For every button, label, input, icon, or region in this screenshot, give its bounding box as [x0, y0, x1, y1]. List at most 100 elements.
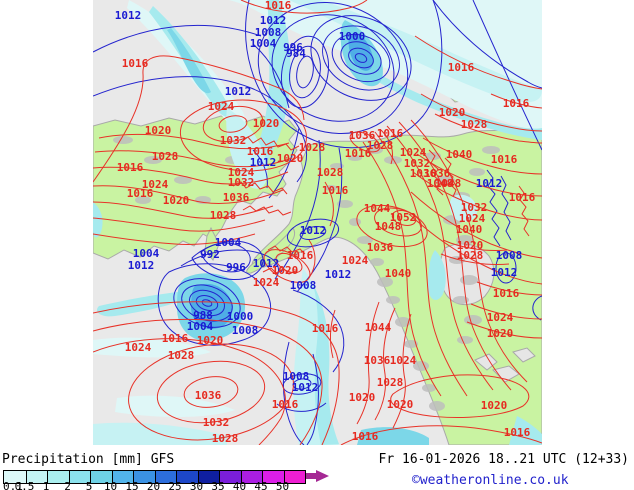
- isobar-label: 1032: [203, 416, 230, 429]
- isobar-label: 1012: [253, 257, 280, 270]
- isobar-label: 1024: [487, 311, 514, 324]
- isobar-label: 1028: [168, 349, 195, 362]
- scale-tick-labels: 0.1 0.5 1 2 5 10 15 20 25 30 35 40 45 50: [3, 480, 333, 490]
- isobar-label: 996: [283, 41, 303, 54]
- isobar-label: 1024: [390, 354, 417, 367]
- scale-tick-label: 10: [103, 480, 118, 490]
- isobar-label: 1032: [228, 176, 255, 189]
- isobar-label: 984: [286, 47, 306, 60]
- isobar-label: 1012: [300, 224, 327, 237]
- scale-tick-label: 0.1: [3, 480, 23, 490]
- isobar-label: 1024: [400, 146, 427, 159]
- scale-cell: [111, 471, 133, 483]
- isobar-label: 1020: [387, 398, 414, 411]
- scale-cell: [240, 471, 262, 483]
- precipitation-scale: [3, 470, 306, 484]
- isobar-label: 1008: [496, 249, 523, 262]
- scale-tick-label: 25: [168, 480, 182, 490]
- isobar-label: 1012: [325, 268, 352, 281]
- isobar-label: 1016: [509, 191, 536, 204]
- isobar-label: 1028: [461, 118, 488, 131]
- isobar-label: 1004: [133, 247, 160, 260]
- isobar-label: 1028: [212, 432, 239, 445]
- isobar-label: 1016: [493, 287, 520, 300]
- isobar-label: 1032: [404, 157, 431, 170]
- isobar-label: 1000: [339, 30, 366, 43]
- isobar-label: 1020: [253, 117, 280, 130]
- isobar-label: 992: [200, 248, 220, 261]
- isobar-label: 1028: [457, 249, 484, 262]
- isobar-label: 1036: [367, 241, 394, 254]
- scale-cell: [25, 471, 47, 483]
- scale-tick-label: 30: [189, 480, 204, 490]
- isobar-label: 1012: [491, 266, 518, 279]
- isobar-label: 1052: [390, 211, 417, 224]
- isobar-label: 1016: [272, 398, 299, 411]
- scale-cell: [197, 471, 219, 483]
- isobar-label: 1036: [349, 129, 376, 142]
- isobar-label: 996: [226, 261, 246, 274]
- isobar-label: 1028: [299, 141, 326, 154]
- isobar-label: 1048: [375, 220, 402, 233]
- scale-tick-label: 1: [42, 480, 50, 490]
- isobar-label: 1004: [250, 37, 277, 50]
- isobar-label: 1020: [163, 194, 190, 207]
- isobar-label: 1016: [491, 153, 518, 166]
- isobar-label: 1016: [247, 145, 274, 158]
- scale-cell: [219, 471, 241, 483]
- scale-tick-label: 50: [275, 480, 290, 490]
- scale-cell: [176, 471, 198, 483]
- scale-cell: [68, 471, 90, 483]
- isobar-label: 1024: [342, 254, 369, 267]
- great-lake: [512, 347, 536, 363]
- isobar-label: 1016: [127, 187, 154, 200]
- scale-tick-label: 35: [211, 480, 225, 490]
- isobar-label: 1012: [292, 381, 319, 394]
- isobar-label: 1024: [208, 100, 235, 113]
- scale-cell: [4, 471, 26, 483]
- great-lake: [474, 353, 498, 371]
- isobar-label: 1044: [365, 321, 392, 334]
- isobar-label: 1012: [476, 177, 503, 190]
- isobar-label: 1004: [215, 236, 242, 249]
- scale-cell: [262, 471, 284, 483]
- scale-tick-label: 2: [64, 480, 71, 490]
- isobar-label: 1040: [456, 223, 483, 236]
- scale-tick-label: 20: [146, 480, 161, 490]
- scale-tick-label: 40: [232, 480, 247, 490]
- isobar-label: 1036: [424, 167, 451, 180]
- isobar-label: 1028: [377, 376, 404, 389]
- isobar-label: 1016: [122, 57, 149, 70]
- isobar-label: 988: [193, 309, 213, 322]
- isobar-label: 1012: [115, 9, 142, 22]
- forecast-datetime: Fr 16-01-2026 18..21 UTC (12+33): [378, 452, 629, 467]
- scale-cell: [283, 471, 305, 483]
- isobar-label: 1028: [152, 150, 179, 163]
- isobar-label: 1016: [504, 426, 531, 439]
- isobar-label: 1028: [317, 166, 344, 179]
- isobar-label: 1024: [142, 178, 169, 191]
- isobar-label: 1040: [446, 148, 473, 161]
- isobar-label: 1016: [287, 249, 314, 262]
- isobar-label: 1016: [265, 0, 292, 12]
- isobar-label: 1028: [367, 139, 394, 152]
- isobar-label: 1032: [220, 134, 247, 147]
- credit-link[interactable]: ©weatheronline.co.uk: [412, 473, 569, 488]
- isobar-label: 1036: [195, 389, 222, 402]
- isobar-label: 1024: [228, 166, 255, 179]
- isobar-label: 1016: [117, 161, 144, 174]
- isobar-label: 1012: [260, 14, 287, 27]
- isobar-label: 1036: [410, 167, 437, 180]
- weather-map: 1012 1012 1008 1004 996 984 1000 1012 1012 1004 10…: [93, 0, 542, 445]
- isobars-high-group: [93, 0, 542, 445]
- isobar-label: 1020: [272, 264, 299, 277]
- isobar-label: 1024: [459, 212, 486, 225]
- isobar-label: 1012: [250, 156, 277, 169]
- isobar-label: 1004: [187, 320, 214, 333]
- scale-tick-label: 45: [254, 480, 268, 490]
- isobar-label: 1020: [277, 152, 304, 165]
- scale-tick-label: 15: [125, 480, 139, 490]
